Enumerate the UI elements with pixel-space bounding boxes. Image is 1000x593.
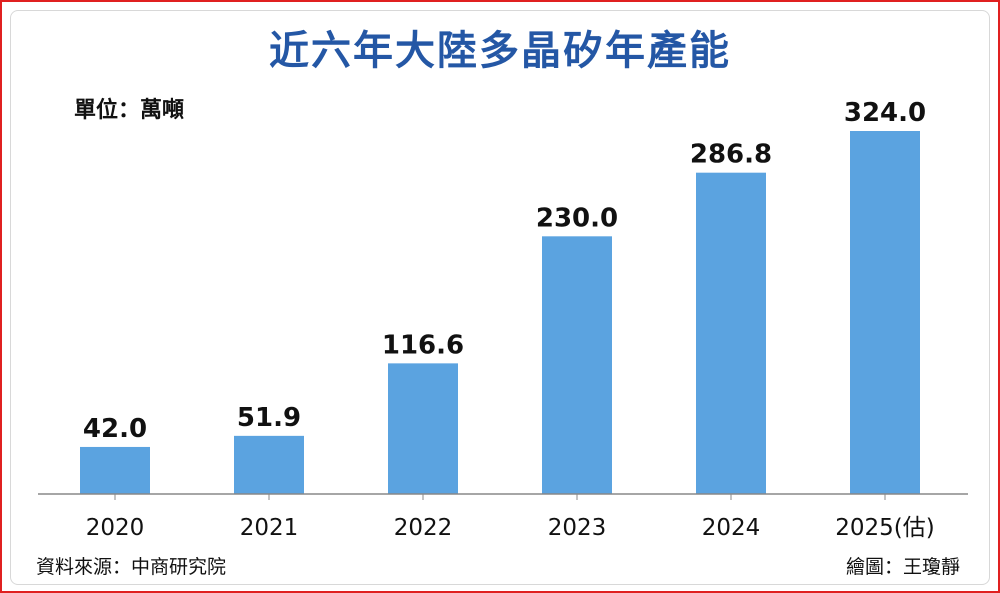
- bar-2025(估): [850, 131, 920, 494]
- bar-2024: [696, 172, 766, 494]
- unit-label: 單位：萬噸: [74, 98, 185, 123]
- bar-2022: [388, 363, 458, 494]
- bar-2020: [80, 446, 150, 494]
- bar-value-label: 286.8: [690, 140, 772, 170]
- bar-value-label: 116.6: [382, 330, 464, 360]
- bar-value-label: 230.0: [536, 203, 618, 233]
- bar-value-label: 324.0: [844, 98, 926, 128]
- credit-note: 繪圖：王瓊靜: [845, 556, 960, 578]
- bar-value-label: 51.9: [237, 403, 301, 433]
- bar-2021: [234, 435, 304, 494]
- x-tick-label: 2024: [702, 515, 761, 541]
- x-tick-label: 2022: [394, 515, 453, 541]
- chart-title: 近六年大陸多晶矽年產能: [269, 28, 731, 74]
- source-note: 資料來源：中商研究院: [36, 556, 227, 578]
- x-tick-label: 2021: [240, 515, 299, 541]
- x-tick-label: 2025(估): [835, 515, 934, 541]
- bar-2023: [542, 236, 612, 494]
- x-tick-label: 2023: [548, 515, 607, 541]
- x-tick-label: 2020: [86, 515, 145, 541]
- bar-value-label: 42.0: [83, 414, 147, 444]
